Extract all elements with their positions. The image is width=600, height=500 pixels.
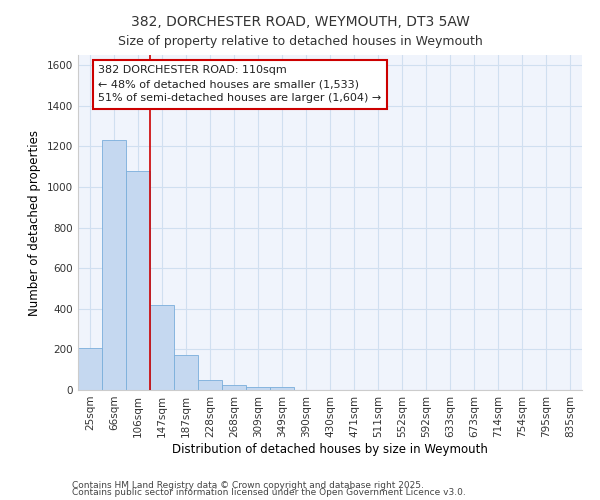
Bar xyxy=(174,356,198,390)
X-axis label: Distribution of detached houses by size in Weymouth: Distribution of detached houses by size … xyxy=(172,442,488,456)
Text: 382 DORCHESTER ROAD: 110sqm
← 48% of detached houses are smaller (1,533)
51% of : 382 DORCHESTER ROAD: 110sqm ← 48% of det… xyxy=(98,66,382,104)
Bar xyxy=(246,387,270,390)
Bar xyxy=(198,380,222,390)
Text: 382, DORCHESTER ROAD, WEYMOUTH, DT3 5AW: 382, DORCHESTER ROAD, WEYMOUTH, DT3 5AW xyxy=(131,15,469,29)
Bar xyxy=(102,140,126,390)
Text: Contains public sector information licensed under the Open Government Licence v3: Contains public sector information licen… xyxy=(72,488,466,497)
Bar xyxy=(270,387,294,390)
Bar xyxy=(126,170,150,390)
Bar xyxy=(150,304,174,390)
Bar xyxy=(222,385,246,390)
Text: Size of property relative to detached houses in Weymouth: Size of property relative to detached ho… xyxy=(118,35,482,48)
Y-axis label: Number of detached properties: Number of detached properties xyxy=(28,130,41,316)
Bar xyxy=(78,348,102,390)
Text: Contains HM Land Registry data © Crown copyright and database right 2025.: Contains HM Land Registry data © Crown c… xyxy=(72,480,424,490)
